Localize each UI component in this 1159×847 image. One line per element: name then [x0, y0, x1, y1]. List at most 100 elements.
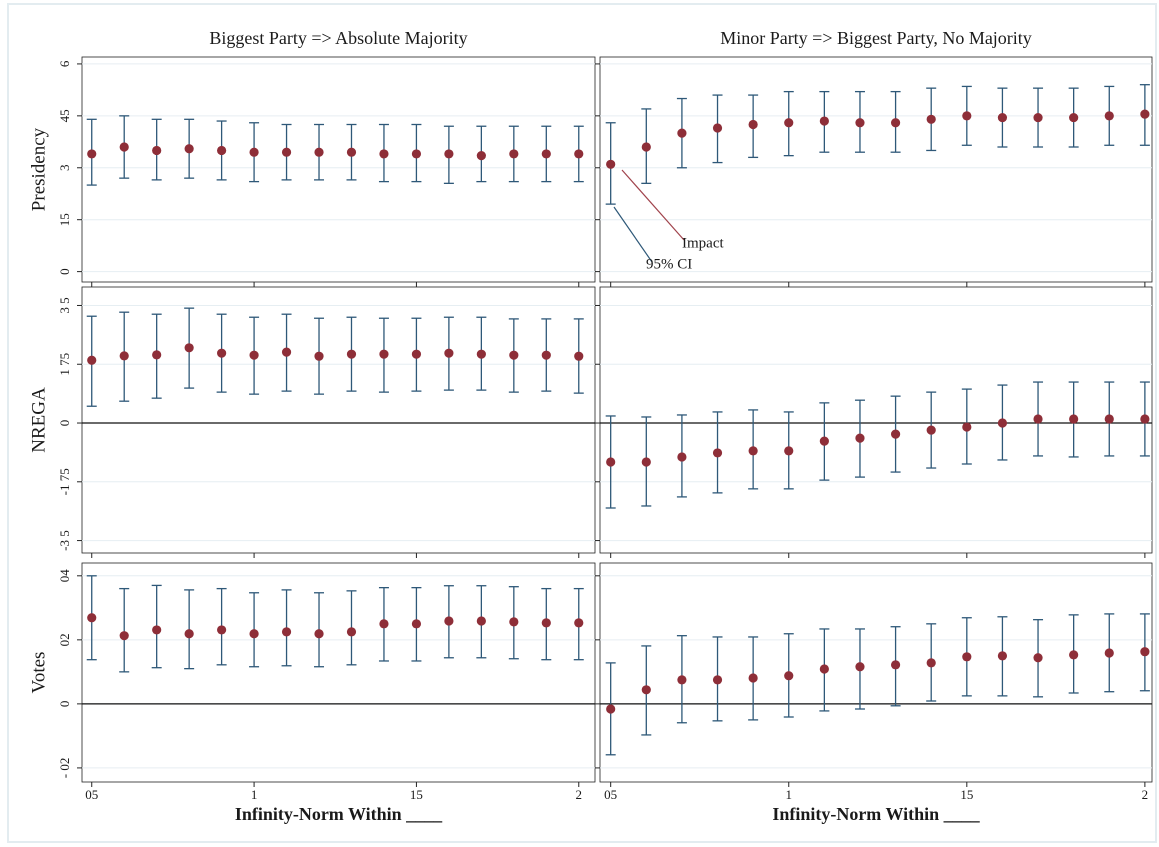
- point: [1104, 111, 1114, 121]
- plot-frame: [599, 56, 1153, 283]
- x-tick-label: 15: [960, 787, 973, 802]
- point: [476, 616, 486, 626]
- point: [962, 422, 972, 432]
- point: [476, 349, 486, 359]
- point: [784, 118, 794, 128]
- point: [411, 349, 422, 359]
- point: [890, 429, 901, 439]
- y-tick-label: 02: [57, 633, 72, 646]
- point: [379, 349, 389, 359]
- point: [184, 629, 194, 639]
- y-tick-label: 0: [57, 420, 72, 427]
- point: [1069, 414, 1079, 424]
- point: [314, 629, 324, 639]
- point: [541, 350, 551, 360]
- point: [444, 616, 454, 626]
- point: [314, 351, 324, 361]
- point: [997, 651, 1008, 661]
- point: [281, 627, 292, 637]
- y-axis-title: NREGA: [28, 387, 49, 453]
- point: [444, 348, 454, 358]
- point: [346, 349, 357, 359]
- y-tick-label: 3 5: [57, 297, 72, 313]
- point: [926, 425, 936, 435]
- point: [606, 159, 616, 169]
- point: [606, 704, 616, 714]
- y-tick-label: -3 5: [57, 530, 72, 551]
- point: [641, 457, 651, 467]
- point: [1104, 648, 1114, 658]
- point: [712, 675, 723, 685]
- y-tick-label: - 02: [57, 758, 72, 779]
- point: [926, 658, 936, 668]
- y-axis-title: Votes: [28, 652, 49, 694]
- point: [281, 347, 292, 357]
- annotation: Impact: [682, 235, 724, 251]
- point: [748, 446, 758, 456]
- plot-frame: [81, 562, 596, 783]
- y-tick-label: 04: [57, 569, 72, 583]
- point: [119, 351, 129, 361]
- y-tick-label: 3: [57, 165, 72, 172]
- point: [819, 116, 829, 126]
- point: [411, 619, 422, 629]
- y-tick-label: 15: [57, 213, 72, 226]
- point: [152, 145, 162, 156]
- point: [119, 142, 129, 152]
- point: [87, 613, 97, 623]
- point: [184, 343, 194, 353]
- x-axis-title: Infinity-Norm Within ____: [235, 804, 443, 824]
- point: [926, 114, 936, 124]
- point: [962, 652, 972, 662]
- x-tick-label: 2: [576, 787, 583, 802]
- point: [281, 147, 292, 157]
- point: [574, 351, 584, 361]
- point: [346, 147, 357, 157]
- point: [574, 618, 584, 628]
- point: [541, 149, 551, 159]
- x-axis-title: Infinity-Norm Within ____: [772, 804, 980, 824]
- point: [152, 625, 162, 635]
- point: [784, 446, 794, 456]
- point: [87, 149, 97, 159]
- point: [217, 348, 227, 358]
- panel-title: Minor Party => Biggest Party, No Majorit…: [720, 28, 1032, 48]
- point: [748, 673, 758, 683]
- point: [997, 418, 1008, 428]
- y-tick-label: 45: [57, 109, 72, 122]
- y-tick-label: 1 75: [57, 353, 72, 376]
- annotation-pointer: [621, 169, 685, 241]
- point: [997, 112, 1008, 123]
- point: [476, 151, 486, 161]
- panel-title: Biggest Party => Absolute Majority: [209, 28, 467, 48]
- point: [641, 142, 651, 152]
- point: [677, 128, 687, 138]
- point: [748, 119, 758, 130]
- point: [346, 627, 357, 637]
- y-tick-label: 0: [57, 701, 72, 708]
- plot-frame: [81, 56, 596, 283]
- point: [249, 629, 259, 639]
- point: [509, 149, 519, 159]
- point: [541, 618, 551, 628]
- point: [1140, 109, 1150, 119]
- point: [962, 111, 972, 121]
- point: [1069, 112, 1079, 123]
- point: [217, 625, 227, 635]
- x-tick-label: 2: [1142, 787, 1149, 802]
- point: [819, 436, 829, 446]
- point: [1033, 653, 1043, 663]
- point: [119, 631, 129, 641]
- point: [184, 144, 194, 154]
- point: [712, 448, 723, 458]
- point: [379, 619, 389, 629]
- plot-frame: [599, 562, 1153, 783]
- y-tick-label: -1 75: [57, 468, 72, 495]
- point: [217, 145, 227, 156]
- point: [1140, 647, 1150, 657]
- point: [1033, 414, 1043, 424]
- point: [1033, 112, 1043, 123]
- point: [574, 149, 584, 159]
- point: [152, 350, 162, 360]
